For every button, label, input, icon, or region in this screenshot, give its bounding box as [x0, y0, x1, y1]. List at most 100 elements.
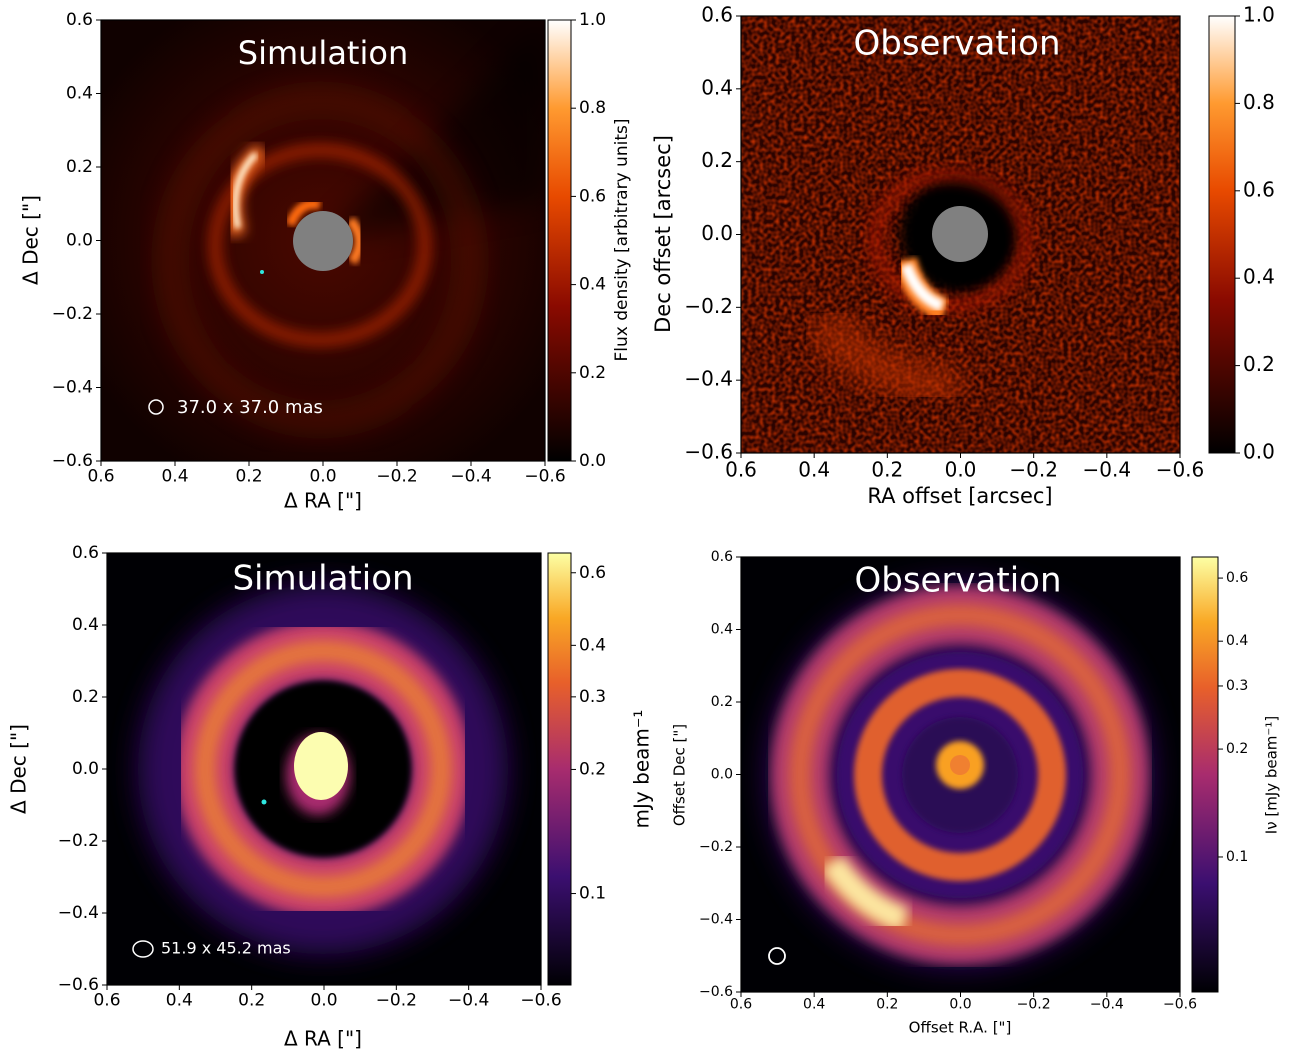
y-tick-label: 0.4	[66, 84, 93, 104]
x-tick-label: −0.2	[376, 466, 417, 486]
y-tick-label: −0.4	[699, 912, 733, 928]
colorbar-tick-label: 0.2	[1226, 741, 1248, 757]
y-tick-label: 0.2	[66, 157, 93, 177]
colorbar-tick-label: 0.3	[579, 687, 606, 707]
y-tick-label: −0.6	[684, 440, 733, 464]
y-tick-label: 0.4	[711, 622, 733, 638]
y-tick-label: 0.4	[72, 615, 99, 635]
colorbar-tick-label: 0.6	[1243, 177, 1275, 201]
x-tick-label: 0.4	[803, 997, 825, 1013]
y-tick-label: −0.4	[52, 378, 93, 398]
colorbar-tick-label: 0.4	[1243, 265, 1275, 289]
colorbar-tick-label: 1.0	[579, 10, 606, 30]
y-tick-label: 0.0	[701, 221, 733, 245]
colorbar	[1191, 556, 1219, 993]
colorbar-tick-label: 0.2	[1243, 352, 1275, 376]
x-tick-label: −0.4	[448, 990, 489, 1010]
y-tick-label: 0.4	[701, 75, 733, 99]
colorbar-tick-label: 0.6	[579, 186, 606, 206]
x-tick-label: 0.2	[235, 466, 262, 486]
x-tick-label: −0.4	[1083, 458, 1132, 482]
x-axis-label: RA offset [arcsec]	[867, 484, 1052, 508]
y-tick-label: 0.6	[66, 10, 93, 30]
y-tick-label: −0.2	[52, 304, 93, 324]
colorbar-tick-label: 0.6	[1226, 570, 1248, 586]
colorbar-tick-label: 0.1	[579, 884, 606, 904]
colorbar-tick-label: 0.0	[579, 451, 606, 471]
colorbar-tick-label: 0.4	[1226, 633, 1248, 649]
panel-title: Simulation	[238, 34, 408, 72]
panel-title: Observation	[853, 24, 1060, 64]
x-tick-label: −0.4	[1090, 997, 1124, 1013]
x-axis-label: Δ RA ["]	[284, 489, 362, 513]
y-tick-label: −0.2	[684, 294, 733, 318]
colorbar-tick-label: 0.8	[579, 98, 606, 118]
y-tick-label: 0.6	[711, 549, 733, 565]
colorbar-label: Flux density [arbitrary units]	[612, 119, 632, 362]
colorbar-tick-label: 0.4	[579, 635, 606, 655]
x-tick-label: −0.6	[524, 466, 565, 486]
x-axis-label: Offset R.A. ["]	[909, 1019, 1012, 1037]
y-tick-label: −0.4	[58, 903, 99, 923]
colorbar	[1208, 15, 1236, 454]
y-tick-label: 0.0	[711, 767, 733, 783]
x-tick-label: 0.0	[945, 458, 977, 482]
colorbar	[547, 552, 572, 986]
y-tick-label: −0.2	[58, 831, 99, 851]
x-tick-label: 0.0	[309, 466, 336, 486]
x-tick-label: 0.4	[166, 990, 193, 1010]
colorbar-tick-label: 0.6	[579, 563, 606, 583]
beam-label: 51.9 x 45.2 mas	[161, 939, 291, 958]
y-tick-label: 0.2	[711, 694, 733, 710]
y-tick-label: 0.2	[72, 687, 99, 707]
colorbar-tick-label: 0.4	[579, 275, 606, 295]
y-axis-label: Δ Dec ["]	[7, 724, 31, 814]
image-observation-mm	[741, 557, 1180, 992]
x-tick-label: 0.4	[798, 458, 830, 482]
x-tick-label: −0.2	[1017, 997, 1051, 1013]
x-tick-label: 0.6	[87, 466, 114, 486]
x-tick-label: 0.6	[730, 997, 752, 1013]
colorbar	[547, 19, 572, 462]
y-tick-label: 0.0	[66, 231, 93, 251]
y-axis-label: Δ Dec ["]	[19, 195, 43, 285]
y-tick-label: 0.6	[701, 3, 733, 27]
image-simulation-mm	[107, 553, 541, 985]
colorbar-label: mJy beam⁻¹	[630, 710, 654, 829]
y-tick-label: 0.2	[701, 148, 733, 172]
colorbar-tick-label: 0.2	[579, 759, 606, 779]
x-tick-label: −0.6	[1163, 997, 1197, 1013]
colorbar-tick-label: 0.2	[579, 363, 606, 383]
x-tick-label: −0.4	[450, 466, 491, 486]
panel-title: Observation	[854, 561, 1061, 601]
colorbar-tick-label: 0.3	[1226, 678, 1248, 694]
x-tick-label: 0.4	[161, 466, 188, 486]
y-tick-label: 0.6	[72, 543, 99, 563]
colorbar-tick-label: 0.0	[1243, 440, 1275, 464]
x-tick-label: 0.0	[310, 990, 337, 1010]
y-tick-label: −0.6	[58, 975, 99, 995]
y-axis-label: Offset Dec ["]	[671, 724, 689, 826]
x-tick-label: −0.2	[1009, 458, 1058, 482]
x-tick-label: −0.2	[376, 990, 417, 1010]
x-tick-label: 0.0	[949, 997, 971, 1013]
x-tick-label: 0.6	[93, 990, 120, 1010]
y-tick-label: −0.2	[699, 839, 733, 855]
y-tick-label: −0.6	[699, 984, 733, 1000]
colorbar-tick-label: 1.0	[1243, 3, 1275, 27]
x-tick-label: 0.2	[871, 458, 903, 482]
beam-label: 37.0 x 37.0 mas	[177, 397, 323, 418]
x-axis-label: Δ RA ["]	[284, 1027, 362, 1051]
colorbar-tick-label: 0.1	[1226, 849, 1248, 865]
y-axis-label: Dec offset [arcsec]	[651, 135, 675, 333]
y-tick-label: 0.0	[72, 759, 99, 779]
x-tick-label: 0.2	[238, 990, 265, 1010]
x-tick-label: −0.6	[520, 990, 561, 1010]
panel-title: Simulation	[232, 559, 413, 599]
x-tick-label: 0.2	[876, 997, 898, 1013]
image-simulation-scattered	[101, 20, 545, 461]
y-tick-label: −0.4	[684, 367, 733, 391]
image-observation-scattered	[741, 16, 1180, 453]
y-tick-label: −0.6	[52, 451, 93, 471]
